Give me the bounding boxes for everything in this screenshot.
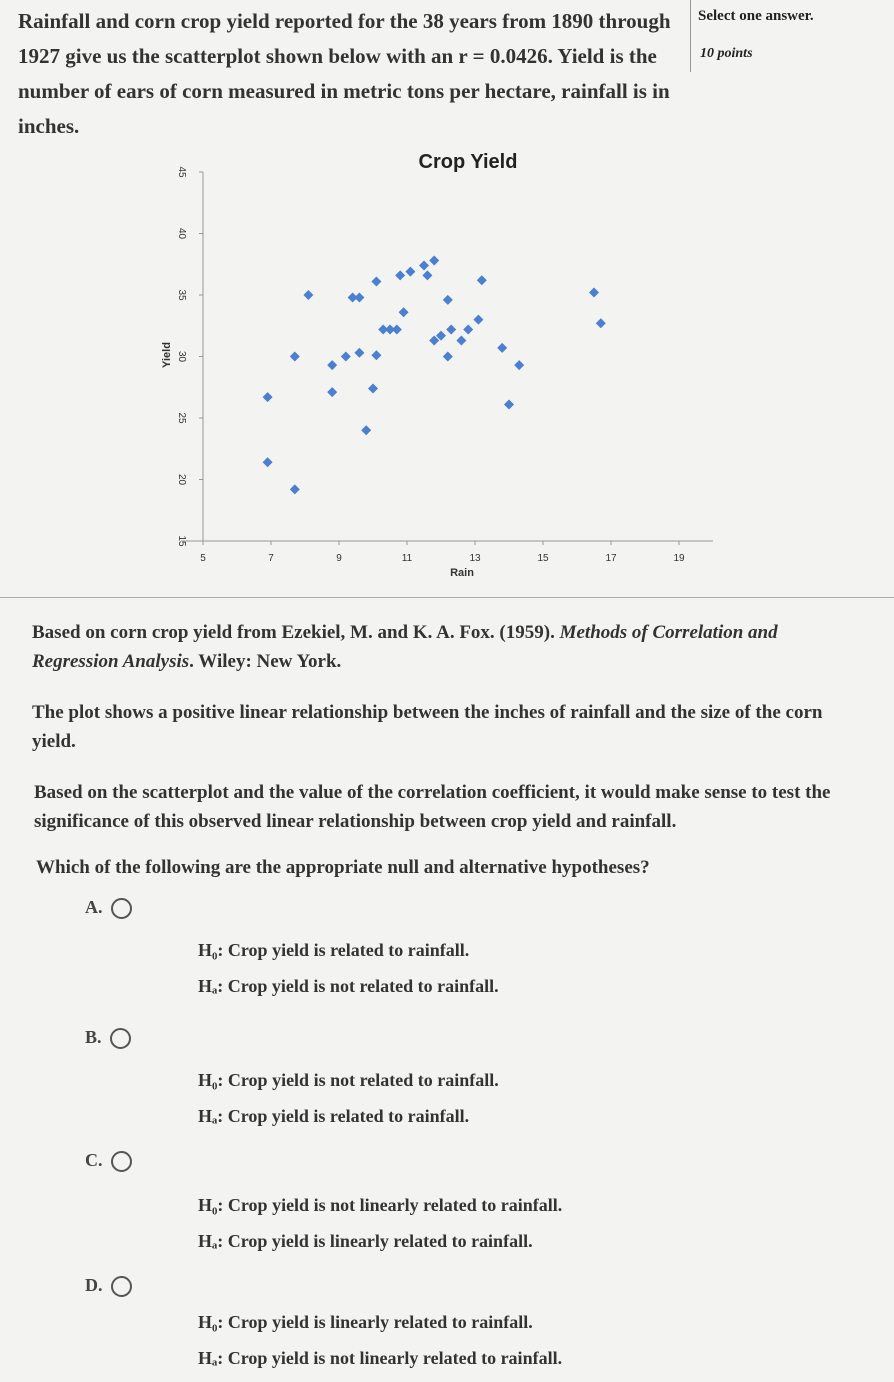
point [429, 255, 440, 266]
point [327, 360, 338, 371]
point [405, 266, 416, 277]
point [385, 324, 395, 335]
x-tick-label: 5 [200, 553, 206, 564]
point [262, 392, 273, 403]
point [361, 425, 372, 436]
hypothesis: Hₐ: Crop yield is not related to rainfal… [198, 976, 499, 996]
point [422, 270, 433, 281]
point [595, 318, 606, 329]
separator [0, 597, 894, 598]
point [371, 350, 382, 361]
point [289, 351, 300, 362]
radio-button[interactable] [110, 898, 132, 920]
point [476, 275, 487, 286]
y-axis-label: Yield [161, 342, 173, 368]
point [497, 342, 508, 353]
point [327, 387, 338, 398]
y-tick-label: 45 [176, 166, 187, 178]
citation: Based on corn crop yield from Ezekiel, M… [32, 618, 852, 676]
divider [690, 0, 691, 72]
y-tick-label: 30 [176, 351, 187, 363]
point [504, 399, 514, 410]
point [589, 287, 599, 298]
point [442, 294, 453, 305]
point [303, 290, 314, 300]
chart: Crop Yield 15 20 25 30 35 40 45 5 7 9 11 13 15 17 19 Rai… [161, 151, 713, 579]
point [395, 270, 406, 281]
point [354, 292, 365, 303]
point [514, 360, 525, 371]
citation-text: . Wiley: New York. [189, 651, 342, 672]
prompt: Which of the following are the appropria… [36, 857, 650, 878]
hypothesis: Hₐ: Crop yield is not linearly related t… [198, 1348, 563, 1368]
point [262, 457, 273, 468]
radio-button[interactable] [110, 1276, 132, 1298]
x-axis-label: Rain [450, 567, 474, 579]
option-radio[interactable]: D. [85, 1275, 132, 1298]
point [378, 324, 389, 335]
point [368, 383, 378, 394]
hypothesis: H₀: Crop yield is linearly related to ra… [198, 1312, 533, 1332]
radio-button[interactable] [109, 1028, 131, 1050]
x-tick-label: 19 [673, 553, 685, 564]
x-tick-label: 13 [469, 553, 481, 564]
point [289, 484, 300, 495]
radio-button[interactable] [110, 1151, 132, 1173]
point [419, 260, 429, 271]
option-radio[interactable]: B. [85, 1027, 131, 1050]
point [340, 351, 351, 362]
x-tick-label: 7 [268, 553, 274, 564]
context: Based on the scatterplot and the value o… [34, 782, 831, 832]
x-tick-label: 15 [537, 553, 549, 564]
point [398, 307, 409, 318]
point [429, 335, 440, 346]
point [371, 276, 382, 287]
point [391, 324, 402, 335]
option-letter: A. [85, 897, 103, 917]
y-tick-label: 25 [176, 412, 187, 424]
point [456, 335, 467, 346]
hypothesis: H₀: Crop yield is related to rainfall. [198, 940, 470, 960]
citation-text: Based on corn crop yield from Ezekiel, M… [32, 622, 560, 643]
y-tick-label: 15 [176, 535, 187, 547]
point [347, 292, 358, 303]
hypothesis: Hₐ: Crop yield is related to rainfall. [198, 1106, 470, 1126]
statement: The plot shows a positive linear relatio… [32, 702, 823, 752]
hypothesis: H₀: Crop yield is not related to rainfal… [198, 1070, 499, 1090]
option-radio[interactable]: A. [85, 897, 132, 920]
option-letter: D. [85, 1275, 103, 1295]
point [463, 324, 474, 335]
option-letter: B. [85, 1027, 102, 1047]
citation-title: Methods of Correlation and Regression An… [32, 622, 778, 672]
point [442, 351, 453, 362]
points: 10 points [700, 46, 753, 61]
x-tick-label: 9 [336, 553, 342, 564]
y-tick-label: 40 [176, 228, 187, 240]
hypothesis: Hₐ: Crop yield is linearly related to ra… [198, 1231, 533, 1251]
instruction: Select one answer. [698, 8, 814, 24]
option-letter: C. [85, 1150, 103, 1170]
y-tick-label: 35 [176, 289, 187, 301]
y-tick-label: 20 [176, 474, 187, 486]
point [446, 324, 457, 335]
x-tick-label: 17 [605, 553, 617, 564]
chart-title: Crop Yield [419, 151, 518, 173]
hypothesis: H₀: Crop yield is not linearly related t… [198, 1195, 563, 1215]
point [354, 347, 365, 358]
option-radio[interactable]: C. [85, 1150, 132, 1173]
point [473, 314, 484, 325]
x-tick-label: 11 [402, 553, 413, 564]
question-text: Rainfall and corn crop yield reported fo… [18, 9, 671, 138]
point [436, 330, 446, 341]
